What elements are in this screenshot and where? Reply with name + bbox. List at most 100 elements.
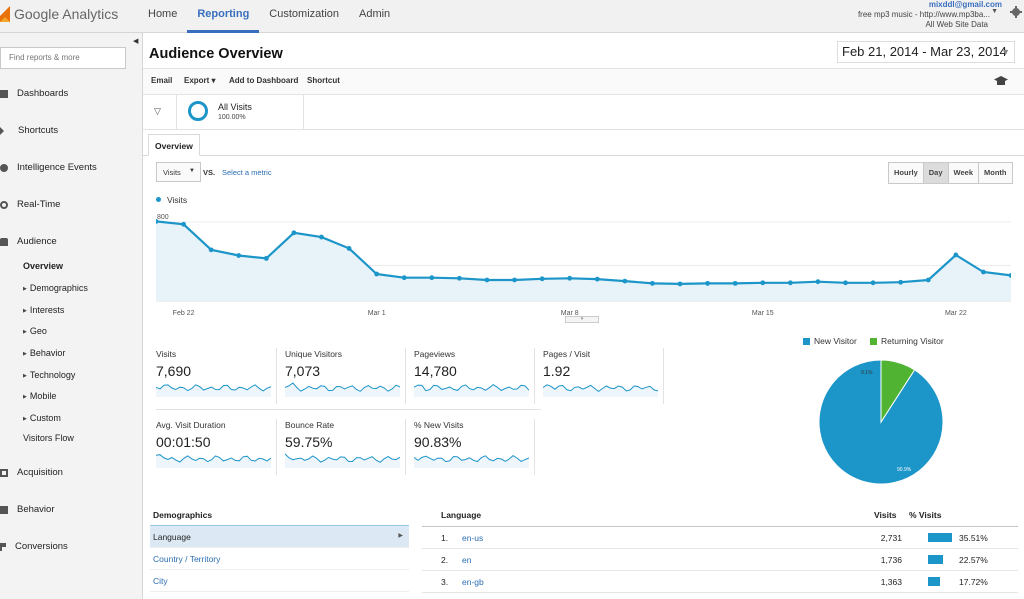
- visits-value: 1,363: [880, 577, 902, 587]
- pct-value: 35.51%: [959, 533, 988, 543]
- column-header-visits[interactable]: Visits: [874, 510, 897, 520]
- sidebar-subitem-interests[interactable]: ▶ Interests: [23, 305, 64, 315]
- metric-select[interactable]: Visits ▼: [156, 162, 201, 182]
- metric-value: 1.92: [543, 363, 571, 379]
- column-header-pct-visits[interactable]: % Visits: [909, 510, 942, 520]
- sidebar-item-label: Intelligence Events: [17, 162, 97, 173]
- metric-value: 7,073: [285, 363, 321, 379]
- segment-bar: ▽ All Visits 100.00%: [143, 95, 1024, 130]
- segment-name[interactable]: All Visits: [218, 102, 252, 112]
- visits-data-point: [981, 269, 986, 275]
- search-box[interactable]: [0, 47, 126, 69]
- nav-home[interactable]: Home: [148, 8, 178, 20]
- brand-name: Google Analytics: [14, 6, 119, 22]
- legend-new-visitor: New Visitor: [803, 336, 857, 346]
- account-email: mixddl@gmail.com: [928, 0, 1002, 9]
- export-button[interactable]: Export ▾: [184, 76, 216, 85]
- visits-data-point: [346, 246, 352, 251]
- visits-data-point: [456, 275, 462, 281]
- visits-data-point: [484, 277, 490, 283]
- top-nav: Home Reporting Customization Admin: [138, 0, 400, 33]
- metric-tile-pageviews[interactable]: Pageviews 14,780: [414, 343, 534, 399]
- email-button[interactable]: Email: [151, 76, 173, 85]
- sidebar-subitem-mobile[interactable]: ▶ Mobile: [23, 391, 56, 401]
- account-caret-icon[interactable]: ▼: [991, 8, 998, 15]
- metric-tile-new-visits[interactable]: % New Visits 90.83%: [414, 414, 534, 470]
- language-link[interactable]: en: [462, 555, 472, 565]
- sidebar-subitem-geo[interactable]: ▶ Geo: [23, 326, 47, 336]
- metric-tile-pages-per-visit[interactable]: Pages / Visit 1.92: [543, 343, 663, 399]
- metric-tile-unique-visitors[interactable]: Unique Visitors 7,073: [285, 343, 405, 399]
- month-button[interactable]: Month: [978, 163, 1012, 183]
- demographics-row-city[interactable]: City: [150, 570, 409, 592]
- sparkline-fill: [543, 384, 658, 397]
- nav-admin[interactable]: Admin: [359, 8, 391, 20]
- metric-tile-visits[interactable]: Visits 7,690: [156, 343, 276, 399]
- chevron-down-icon: ▼: [189, 168, 195, 174]
- visits-data-point: [953, 252, 959, 258]
- gear-icon[interactable]: [1010, 6, 1022, 18]
- nav-reporting[interactable]: Reporting: [187, 0, 260, 33]
- main-content: Audience Overview Feb 21, 2014 - Mar 23,…: [143, 33, 1024, 599]
- sidebar-item-real-time[interactable]: Real-Time: [0, 199, 60, 210]
- visits-data-point: [787, 280, 793, 286]
- x-tick-label: Feb 22: [173, 310, 195, 317]
- sidebar-item-intelligence-events[interactable]: Intelligence Events: [0, 162, 97, 173]
- chart-resize-handle[interactable]: ▾: [565, 316, 599, 323]
- add-to-dashboard-button[interactable]: Add to Dashboard: [229, 76, 299, 85]
- sidebar-subitem-label: Behavior: [29, 348, 66, 358]
- select-metric-link[interactable]: Select a metric: [222, 168, 272, 177]
- sidebar-item-conversions[interactable]: Conversions: [0, 541, 68, 552]
- sidebar-subitem-behavior[interactable]: ▶ Behavior: [23, 348, 65, 358]
- divider: [405, 348, 406, 404]
- chevron-down-icon[interactable]: ▽: [154, 106, 161, 116]
- demographics-row-language[interactable]: Language ▶: [150, 526, 409, 548]
- visits-data-point: [732, 280, 738, 286]
- sparkline: [156, 384, 271, 397]
- sidebar-item-behavior[interactable]: Behavior: [0, 504, 55, 515]
- sidebar-item-label: Acquisition: [17, 467, 63, 478]
- demographics-row-country[interactable]: Country / Territory: [150, 548, 409, 570]
- sidebar-item-dashboards[interactable]: Dashboards: [0, 88, 68, 99]
- nav-customization[interactable]: Customization: [269, 8, 339, 20]
- expand-triangle-icon: ▶: [23, 329, 27, 335]
- sidebar-subitem-visitors-flow[interactable]: Visitors Flow: [23, 433, 74, 443]
- analytics-logo-icon: [0, 6, 10, 22]
- legend-dot-icon: [156, 197, 161, 202]
- graduation-cap-icon[interactable]: [994, 75, 1008, 87]
- search-input[interactable]: [9, 53, 125, 62]
- sidebar-subitem-overview[interactable]: Overview: [23, 261, 64, 271]
- granularity-toggle: Hourly Day Week Month: [888, 162, 1013, 184]
- tab-overview[interactable]: Overview: [148, 134, 200, 156]
- visits-data-point: [815, 279, 821, 285]
- language-link[interactable]: en-gb: [462, 577, 484, 587]
- account-property: free mp3 music - http://www.mp3ba...: [857, 10, 990, 19]
- sparkline-fill: [285, 453, 400, 468]
- sidebar-subitem-technology[interactable]: ▶ Technology: [23, 370, 75, 380]
- divider: [276, 348, 277, 404]
- collapse-sidebar-icon[interactable]: ◀: [133, 38, 139, 45]
- sidebar-subitem-label: Custom: [29, 413, 61, 423]
- week-button[interactable]: Week: [947, 163, 978, 183]
- sparkline-line: [156, 384, 271, 392]
- language-link[interactable]: en-us: [462, 533, 484, 543]
- sidebar-item-shortcuts[interactable]: Shortcuts: [0, 125, 58, 136]
- account-selector[interactable]: mixddl@gmail.com free mp3 music - http:/…: [858, 0, 1002, 30]
- page-title: Audience Overview: [149, 46, 283, 62]
- sidebar-item-acquisition[interactable]: Acquisition: [0, 467, 63, 478]
- metric-label: Visits: [156, 349, 177, 359]
- sidebar-subitem-custom[interactable]: ▶ Custom: [23, 413, 61, 423]
- sidebar-item-audience[interactable]: Audience: [0, 236, 57, 247]
- shortcut-button[interactable]: Shortcut: [307, 76, 340, 85]
- day-button[interactable]: Day: [922, 163, 948, 183]
- metric-tile-avg-visit-duration[interactable]: Avg. Visit Duration 00:01:50: [156, 414, 276, 470]
- sparkline: [285, 382, 400, 397]
- metric-tile-bounce-rate[interactable]: Bounce Rate 59.75%: [285, 414, 405, 470]
- x-tick-label: Mar 1: [368, 310, 386, 317]
- date-range-picker[interactable]: Feb 21, 2014 - Mar 23, 2014 ▼: [837, 41, 1015, 63]
- clock-icon: [0, 200, 8, 209]
- google-analytics-logo[interactable]: Google Analytics: [0, 6, 118, 22]
- sidebar-subitem-demographics[interactable]: ▶ Demographics: [23, 283, 88, 293]
- hourly-button[interactable]: Hourly: [889, 163, 923, 183]
- pie-slice-returning-visitor: [880, 359, 916, 424]
